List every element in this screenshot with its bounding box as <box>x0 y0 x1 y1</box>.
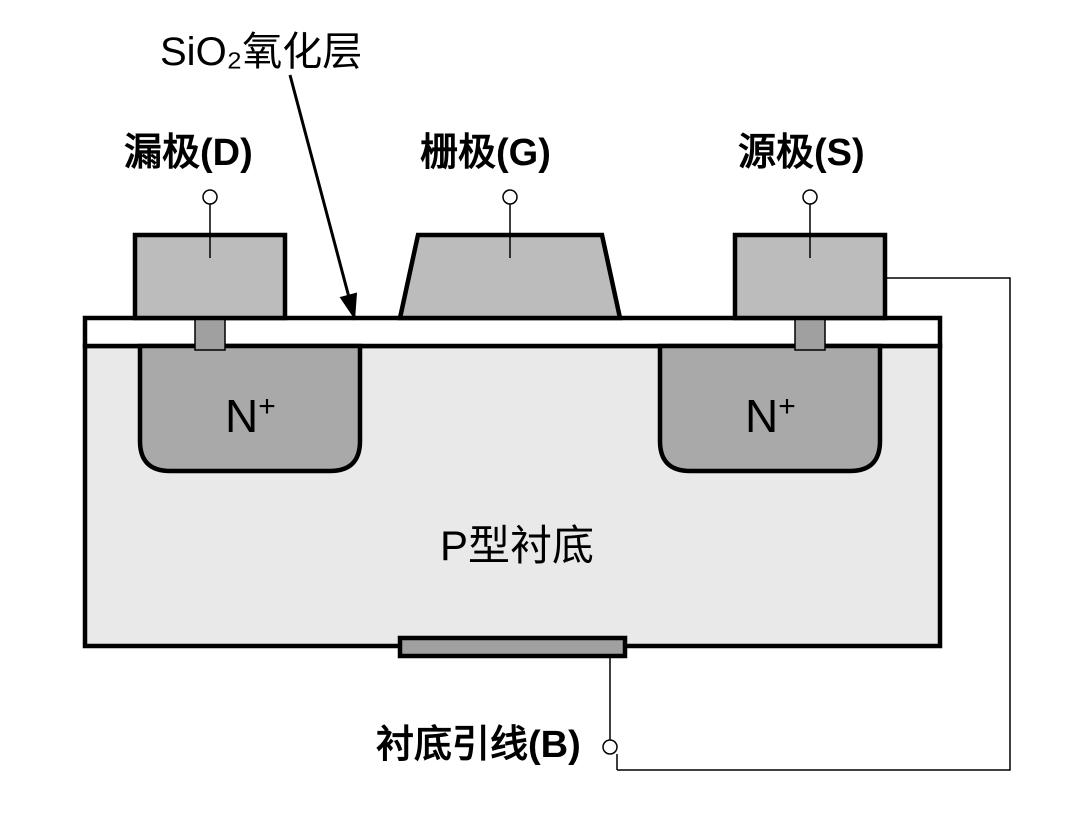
gate-label: 栅极(G) <box>420 132 551 174</box>
drain-label: 漏极(D) <box>124 132 253 174</box>
bulk-terminal <box>603 740 617 754</box>
gate-terminal <box>503 190 517 204</box>
bulk-contact <box>400 638 625 656</box>
drain-terminal <box>203 190 217 204</box>
bulk-label: 衬底引线(B) <box>376 724 581 766</box>
oxide-pointer-line <box>290 75 355 320</box>
oxide-label: SiO₂氧化层 <box>160 30 362 74</box>
source-label: 源极(S) <box>738 132 865 174</box>
substrate-label: P型衬底 <box>440 522 594 569</box>
source-terminal <box>803 190 817 204</box>
